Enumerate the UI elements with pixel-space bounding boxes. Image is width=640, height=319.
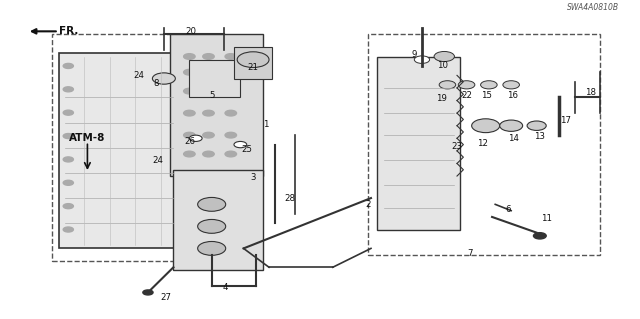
Text: 22: 22: [461, 91, 472, 100]
Text: 25: 25: [241, 145, 252, 154]
Circle shape: [63, 63, 74, 69]
Circle shape: [198, 241, 226, 255]
Bar: [378, 56, 460, 230]
Text: 13: 13: [534, 132, 545, 141]
Circle shape: [184, 70, 195, 75]
Circle shape: [63, 180, 74, 185]
Circle shape: [189, 135, 202, 141]
Text: 5: 5: [209, 91, 214, 100]
Circle shape: [225, 54, 237, 59]
Circle shape: [439, 81, 456, 89]
Circle shape: [152, 73, 175, 84]
Text: 9: 9: [412, 50, 417, 59]
Circle shape: [143, 290, 153, 295]
Text: 8: 8: [154, 79, 159, 88]
Circle shape: [458, 81, 475, 89]
Circle shape: [481, 81, 497, 89]
Bar: [59, 53, 180, 249]
Text: 15: 15: [481, 91, 492, 100]
Circle shape: [225, 132, 237, 138]
Circle shape: [63, 227, 74, 232]
Text: 17: 17: [560, 116, 571, 125]
Circle shape: [184, 88, 195, 94]
Circle shape: [434, 51, 454, 62]
Text: 26: 26: [184, 137, 195, 146]
Text: 24: 24: [152, 156, 163, 165]
Circle shape: [184, 54, 195, 59]
Circle shape: [503, 81, 520, 89]
Bar: [170, 34, 262, 176]
Circle shape: [63, 134, 74, 138]
Circle shape: [63, 87, 74, 92]
Circle shape: [234, 141, 246, 148]
Circle shape: [184, 132, 195, 138]
Bar: [189, 60, 241, 97]
Circle shape: [414, 56, 429, 63]
Text: 7: 7: [467, 249, 472, 258]
Text: FR.: FR.: [59, 26, 78, 36]
Text: 18: 18: [586, 88, 596, 97]
Text: 1: 1: [263, 120, 269, 129]
Circle shape: [225, 151, 237, 157]
Circle shape: [193, 74, 237, 96]
Circle shape: [198, 197, 226, 211]
Text: 12: 12: [477, 138, 488, 147]
Circle shape: [500, 120, 523, 131]
Text: 14: 14: [508, 134, 518, 143]
Bar: [234, 47, 272, 78]
Text: ATM-8: ATM-8: [69, 133, 106, 143]
Circle shape: [203, 70, 214, 75]
Circle shape: [203, 88, 214, 94]
Bar: [368, 34, 600, 255]
Text: 24: 24: [133, 71, 144, 80]
Circle shape: [198, 219, 226, 233]
Text: SWA4A0810B: SWA4A0810B: [568, 4, 620, 12]
Circle shape: [63, 157, 74, 162]
Circle shape: [472, 119, 500, 133]
Text: 11: 11: [541, 214, 552, 223]
Circle shape: [203, 151, 214, 157]
Text: 10: 10: [437, 62, 448, 70]
Circle shape: [237, 52, 269, 68]
Text: 21: 21: [248, 63, 259, 72]
Text: 16: 16: [507, 91, 518, 100]
Bar: [52, 34, 186, 261]
Bar: [173, 170, 262, 271]
Text: 3: 3: [250, 173, 256, 182]
Text: 20: 20: [185, 27, 196, 36]
Text: 4: 4: [223, 283, 228, 292]
Circle shape: [203, 110, 214, 116]
Circle shape: [63, 204, 74, 209]
Circle shape: [534, 233, 546, 239]
Circle shape: [184, 110, 195, 116]
Circle shape: [63, 110, 74, 115]
Circle shape: [225, 88, 237, 94]
Text: 2: 2: [365, 200, 371, 209]
Circle shape: [184, 151, 195, 157]
Text: 19: 19: [436, 94, 447, 103]
Circle shape: [203, 54, 214, 59]
Circle shape: [225, 110, 237, 116]
Circle shape: [203, 132, 214, 138]
Text: 23: 23: [451, 142, 463, 151]
Text: 28: 28: [285, 194, 296, 203]
Circle shape: [527, 121, 546, 130]
Text: 6: 6: [505, 204, 511, 214]
Text: 27: 27: [160, 293, 172, 302]
Circle shape: [225, 70, 237, 75]
